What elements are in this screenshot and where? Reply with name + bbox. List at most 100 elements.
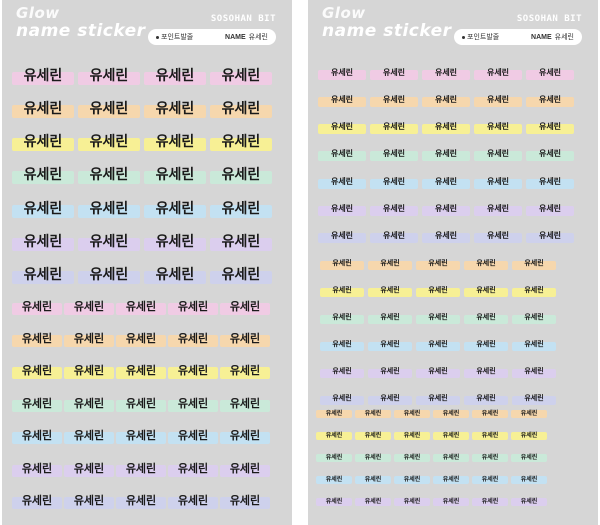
- name-sticker: 유세린: [12, 327, 62, 349]
- tape-highlight: [416, 342, 460, 351]
- sticker-name: 유세린: [520, 475, 538, 483]
- tape-highlight: [368, 369, 412, 378]
- sticker-name: 유세린: [538, 94, 562, 104]
- name-sticker: 유세린: [12, 129, 74, 153]
- sticker-name: 유세린: [524, 340, 544, 348]
- tape-highlight: [144, 238, 206, 251]
- sticker-name: 유세린: [434, 176, 458, 186]
- name-sticker: 유세린: [464, 336, 508, 352]
- sticker-name: 유세린: [330, 94, 354, 104]
- sticker-name: 유세린: [332, 367, 352, 375]
- sticker-name: 유세린: [155, 267, 195, 283]
- sticker-name: 유세린: [177, 300, 209, 313]
- sticker-name: 유세린: [382, 67, 406, 77]
- name-sticker: 유세린: [64, 424, 114, 446]
- name-sticker: 유세린: [464, 282, 508, 298]
- sticker-name: 유세린: [330, 148, 354, 158]
- tape-highlight: [78, 72, 140, 85]
- tape-highlight: [210, 105, 272, 118]
- name-sticker: 유세린: [472, 405, 508, 419]
- name-sticker: 유세린: [64, 327, 114, 349]
- sticker-name: 유세린: [486, 176, 510, 186]
- name-sticker: 유세린: [220, 327, 270, 349]
- name-sticker: 유세린: [370, 63, 418, 81]
- sticker-name: 유세린: [428, 367, 448, 375]
- name-sticker: 유세린: [12, 63, 74, 87]
- tape-highlight: [464, 288, 508, 297]
- tape-highlight: [168, 432, 218, 444]
- sticker-name: 유세린: [23, 68, 63, 84]
- name-sticker: 유세린: [320, 363, 364, 379]
- tape-highlight: [416, 261, 460, 270]
- name-sticker: 유세린: [511, 471, 547, 485]
- sticker-name: 유세린: [538, 121, 562, 131]
- name-sticker: 유세린: [210, 63, 272, 87]
- tape-highlight: [416, 396, 460, 405]
- sticker-name: 유세린: [476, 286, 496, 294]
- sticker-name: 유세린: [538, 67, 562, 77]
- sticker-name: 유세린: [486, 67, 510, 77]
- tape-highlight: [144, 271, 206, 284]
- sticker-name: 유세린: [481, 409, 499, 417]
- sticker-name: 유세린: [442, 431, 460, 439]
- name-sticker: 유세린: [144, 262, 206, 286]
- sticker-name: 유세린: [380, 313, 400, 321]
- name-sticker: 유세린: [116, 327, 166, 349]
- tape-highlight: [316, 454, 352, 462]
- sticker-name: 유세린: [481, 431, 499, 439]
- tape-highlight: [433, 432, 469, 440]
- name-sticker: 유세린: [220, 424, 270, 446]
- name-sticker: 유세린: [78, 262, 140, 286]
- sticker-name: 유세린: [177, 462, 209, 475]
- tape-highlight: [168, 400, 218, 412]
- sticker-name: 유세린: [442, 475, 460, 483]
- sticker-name: 유세린: [382, 203, 406, 213]
- tape-highlight: [12, 303, 62, 315]
- sticker-name: 유세린: [524, 286, 544, 294]
- sticker-name: 유세린: [89, 167, 129, 183]
- maker-label: SOSOHAN BIT: [210, 14, 276, 24]
- sticker-name: 유세린: [23, 267, 63, 283]
- tape-highlight: [394, 476, 430, 484]
- name-sticker: 유세린: [116, 489, 166, 511]
- tape-highlight: [168, 497, 218, 509]
- tape-highlight: [64, 303, 114, 315]
- tape-highlight: [12, 171, 74, 184]
- name-sticker: 유세린: [526, 172, 574, 190]
- sticker-name: 유세린: [332, 394, 352, 402]
- sticker-name: 유세린: [403, 431, 421, 439]
- sticker-name: 유세린: [21, 364, 53, 377]
- tape-highlight: [220, 303, 270, 315]
- sticker-name: 유세린: [229, 332, 261, 345]
- sticker-name: 유세린: [155, 167, 195, 183]
- tape-highlight: [512, 369, 556, 378]
- tape-highlight: [144, 138, 206, 151]
- name-sticker: 유세린: [12, 96, 74, 120]
- sticker-name: 유세린: [330, 203, 354, 213]
- name-sticker: 유세린: [368, 363, 412, 379]
- sticker-name: 유세린: [229, 462, 261, 475]
- name-sticker: 유세린: [526, 199, 574, 217]
- name-sticker: 유세린: [416, 309, 460, 325]
- tape-highlight: [78, 138, 140, 151]
- sticker-name: 유세린: [476, 313, 496, 321]
- tape-highlight: [318, 124, 366, 134]
- tape-highlight: [511, 432, 547, 440]
- tape-highlight: [316, 476, 352, 484]
- sticker-name: 유세린: [221, 201, 261, 217]
- sticker-name: 유세린: [155, 101, 195, 117]
- name-sticker: 유세린: [368, 309, 412, 325]
- name-sticker: 유세린: [210, 129, 272, 153]
- name-sticker: 유세린: [433, 449, 469, 463]
- sticker-name: 유세린: [524, 367, 544, 375]
- name-sticker: 유세린: [512, 255, 556, 271]
- sticker-name: 유세린: [486, 203, 510, 213]
- sticker-name: 유세린: [229, 494, 261, 507]
- sticker-name: 유세린: [21, 494, 53, 507]
- tape-highlight: [370, 70, 418, 80]
- name-sticker: 유세린: [220, 489, 270, 511]
- sticker-name: 유세린: [325, 453, 343, 461]
- info-name-value: 유세린: [554, 33, 574, 41]
- sticker-name: 유세린: [382, 230, 406, 240]
- name-sticker: 유세린: [78, 129, 140, 153]
